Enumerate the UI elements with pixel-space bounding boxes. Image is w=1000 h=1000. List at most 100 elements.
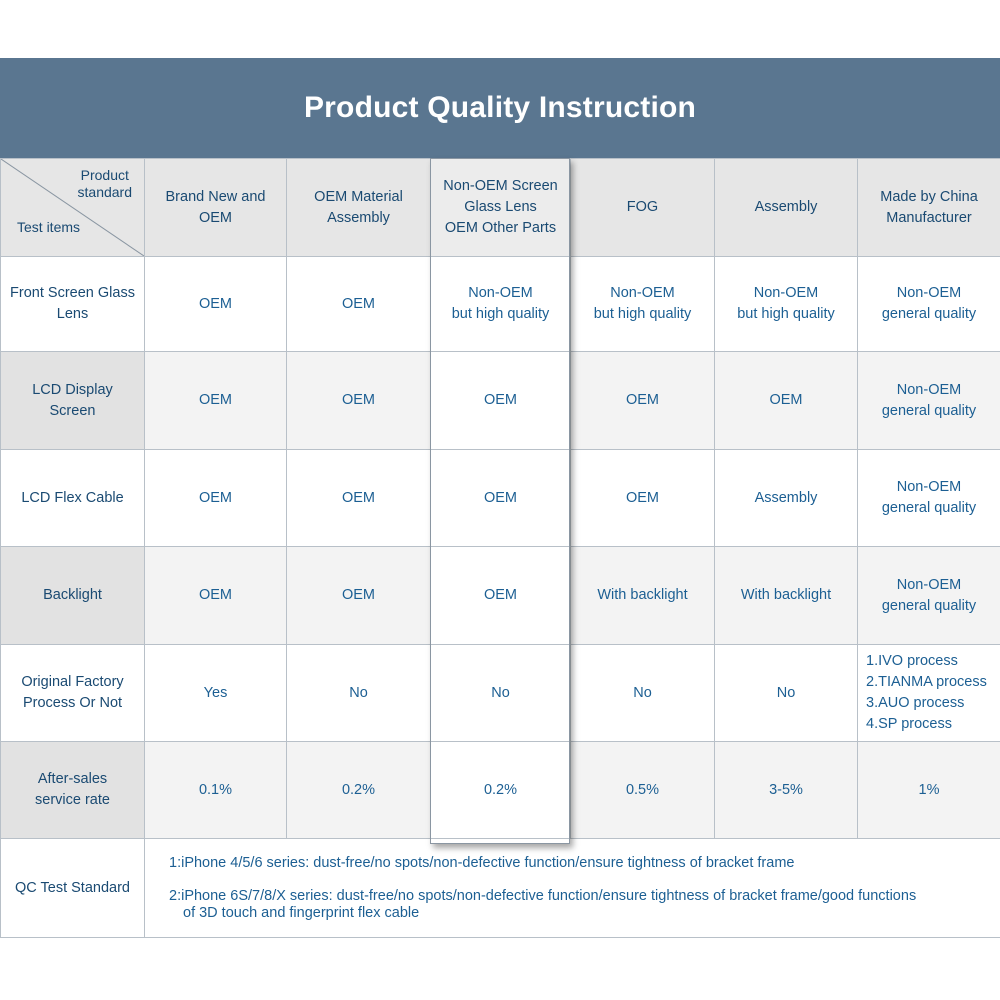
table-cell: OEM bbox=[286, 449, 431, 547]
cell-line: Non-OEM bbox=[468, 285, 533, 301]
qc-row: QC Test Standard 1:iPhone 4/5/6 series: … bbox=[0, 838, 1000, 938]
cell-line: 0.2% bbox=[341, 781, 376, 798]
table-cell: 0.2% bbox=[430, 741, 571, 839]
corner-top-line: Product bbox=[80, 167, 129, 183]
cell-line: No bbox=[633, 684, 652, 701]
cell-line: OEM bbox=[483, 392, 518, 408]
column-header-line: Assembly bbox=[327, 209, 390, 226]
row-label: LCD Display Screen bbox=[0, 351, 145, 450]
column-header-6: Made by China Manufacturer bbox=[857, 158, 1000, 257]
row-label-line: service rate bbox=[35, 792, 110, 808]
table-row: LCD Flex Cable OEM OEM OEM OEM Assembly Non-OE… bbox=[0, 449, 1000, 547]
qc-line-2b: of 3D touch and fingerprint flex cable bbox=[183, 904, 420, 921]
row-label-line: Front Screen Glass bbox=[10, 285, 135, 301]
qc-standard-cell: 1:iPhone 4/5/6 series: dust-free/no spot… bbox=[144, 838, 1000, 938]
table-cell: 0.2% bbox=[286, 741, 431, 839]
quality-table-body: Product standard Test items Brand New an… bbox=[0, 158, 1000, 938]
cell-line: 3-5% bbox=[769, 781, 803, 798]
cell-line: OEM bbox=[483, 587, 518, 603]
table-cell: Non-OEM but high quality bbox=[570, 256, 715, 352]
table-cell: Yes bbox=[144, 644, 287, 742]
column-header-line: FOG bbox=[626, 199, 659, 215]
cell-line: Non-OEM bbox=[896, 479, 962, 495]
cell-line: 3.AUO process bbox=[866, 695, 965, 711]
column-header-line: Manufacturer bbox=[886, 209, 972, 226]
table-cell: OEM bbox=[144, 351, 287, 450]
quality-sheet: Product Quality Instruction Product stan… bbox=[0, 58, 1000, 940]
qc-label: QC Test Standard bbox=[0, 838, 145, 938]
table-cell: OEM bbox=[286, 546, 431, 645]
cell-line: OEM bbox=[198, 587, 233, 603]
cell-line: general quality bbox=[881, 500, 977, 516]
cell-line: 0.2% bbox=[483, 781, 518, 798]
table-cell: Non-OEM general quality bbox=[857, 546, 1000, 645]
table-cell: 1.IVO process 2.TIANMA process 3.AUO proce… bbox=[857, 644, 1000, 742]
header-row: Product standard Test items Brand New an… bbox=[0, 158, 1000, 257]
quality-table: Product standard Test items Brand New an… bbox=[0, 158, 1000, 938]
cell-line: With backlight bbox=[740, 587, 832, 603]
table-cell: OEM bbox=[570, 351, 715, 450]
table-cell: OEM bbox=[430, 449, 571, 547]
row-label-line: Original Factory bbox=[21, 674, 124, 690]
cell-line: OEM bbox=[483, 489, 518, 506]
table-cell: OEM bbox=[144, 546, 287, 645]
table-cell: OEM bbox=[570, 449, 715, 547]
cell-line: 0.1% bbox=[198, 781, 233, 798]
table-cell: OEM bbox=[144, 256, 287, 352]
qc-line-2: 2:iPhone 6S/7/8/X series: dust-free/no s… bbox=[169, 888, 996, 922]
column-header-line: OEM bbox=[198, 209, 233, 226]
cell-line: OEM bbox=[341, 489, 376, 506]
row-label: Backlight bbox=[0, 546, 145, 645]
table-cell: OEM bbox=[430, 546, 571, 645]
table-cell: Non-OEM but high quality bbox=[714, 256, 858, 352]
corner-top-line: standard bbox=[77, 184, 132, 200]
column-header-4: FOG bbox=[570, 158, 715, 257]
table-cell: 0.1% bbox=[144, 741, 287, 839]
cell-line: but high quality bbox=[737, 306, 835, 322]
column-header-2: OEM Material Assembly bbox=[286, 158, 431, 257]
row-label-line: Backlight bbox=[43, 587, 102, 603]
cell-line: Assembly bbox=[754, 489, 818, 506]
cell-line: With backlight bbox=[597, 587, 688, 603]
row-label: Front Screen Glass Lens bbox=[0, 256, 145, 352]
corner-bottom-label: Test items bbox=[17, 219, 81, 235]
row-label-line: LCD Display bbox=[32, 381, 113, 398]
column-header-1: Brand New and OEM bbox=[144, 158, 287, 257]
corner-header-cell: Product standard Test items bbox=[0, 158, 145, 257]
cell-line: 1% bbox=[918, 781, 940, 798]
row-label-line: Lens bbox=[56, 306, 89, 322]
table-row: Original Factory Process Or Not Yes No No No N… bbox=[0, 644, 1000, 742]
table-cell: OEM bbox=[286, 351, 431, 450]
cell-line: Non-OEM bbox=[896, 576, 962, 593]
cell-line: OEM bbox=[341, 392, 376, 408]
table-row: After-sales service rate 0.1% 0.2% 0.2% 0.5% 3… bbox=[0, 741, 1000, 839]
cell-line: OEM bbox=[341, 587, 376, 603]
cell-line: Non-OEM bbox=[896, 285, 962, 301]
table-cell: Non-OEM but high quality bbox=[430, 256, 571, 352]
cell-line: Yes bbox=[203, 684, 228, 701]
cell-line: 0.5% bbox=[625, 781, 660, 798]
qc-line-1: 1:iPhone 4/5/6 series: dust-free/no spot… bbox=[169, 854, 795, 871]
cell-line: general quality bbox=[881, 306, 977, 322]
cell-line: Non-OEM bbox=[896, 381, 962, 398]
table-row: Backlight OEM OEM OEM With backlight With bac… bbox=[0, 546, 1000, 645]
table-row: LCD Display Screen OEM OEM OEM OEM OEM Non-OEM g… bbox=[0, 351, 1000, 450]
row-label-line: After-sales bbox=[37, 771, 108, 787]
cell-line: OEM bbox=[198, 489, 233, 506]
table-cell: With backlight bbox=[570, 546, 715, 645]
table-cell: OEM bbox=[286, 256, 431, 352]
table-cell: Non-OEM general quality bbox=[857, 351, 1000, 450]
cell-line: OEM bbox=[198, 392, 233, 408]
cell-line: 4.SP process bbox=[866, 716, 952, 732]
table-cell: With backlight bbox=[714, 546, 858, 645]
column-header-line: Made by China bbox=[880, 188, 978, 205]
cell-line: 1.IVO process bbox=[866, 653, 958, 669]
cell-line: general quality bbox=[881, 402, 977, 419]
row-label-line: LCD Flex Cable bbox=[21, 489, 124, 506]
table-cell: Non-OEM general quality bbox=[857, 256, 1000, 352]
cell-line: OEM bbox=[769, 392, 803, 408]
column-header-line: OEM Other Parts bbox=[444, 220, 557, 236]
row-label: Original Factory Process Or Not bbox=[0, 644, 145, 742]
cell-line: OEM bbox=[625, 392, 660, 408]
qc-line-2a: 2:iPhone 6S/7/8/X series: dust-free/no s… bbox=[169, 887, 917, 904]
